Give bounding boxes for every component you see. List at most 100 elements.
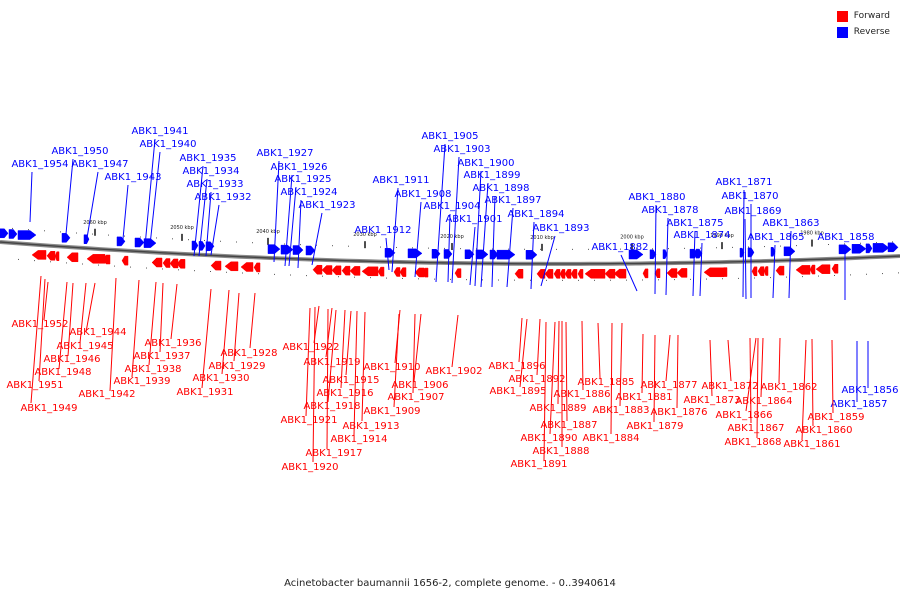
forward-gene-arrow[interactable] (831, 263, 839, 274)
reverse-gene-arrow[interactable] (662, 249, 668, 259)
forward-gene-label-abk1-1889[interactable]: ABK1_1889 (529, 403, 586, 414)
forward-gene-arrow[interactable] (757, 266, 765, 276)
reverse-gene-arrow[interactable] (770, 247, 776, 257)
forward-gene-arrow[interactable] (544, 269, 554, 279)
forward-gene-label-abk1-1919[interactable]: ABK1_1919 (303, 357, 360, 368)
forward-gene-label-abk1-1944[interactable]: ABK1_1944 (69, 327, 126, 338)
reverse-gene-label-abk1-1905[interactable]: ABK1_1905 (421, 131, 478, 142)
reverse-gene-arrow[interactable] (17, 230, 37, 240)
forward-gene-label-abk1-1942[interactable]: ABK1_1942 (78, 389, 135, 400)
forward-gene-arrow[interactable] (514, 268, 524, 279)
forward-gene-arrow[interactable] (121, 255, 129, 266)
forward-gene-label-abk1-1859[interactable]: ABK1_1859 (807, 412, 864, 423)
forward-gene-label-abk1-1936[interactable]: ABK1_1936 (144, 338, 201, 349)
forward-gene-label-abk1-1861[interactable]: ABK1_1861 (783, 439, 840, 450)
forward-gene-arrow[interactable] (570, 269, 578, 279)
forward-gene-label-abk1-1877[interactable]: ABK1_1877 (640, 380, 697, 391)
forward-gene-label-abk1-1930[interactable]: ABK1_1930 (192, 373, 249, 384)
forward-gene-label-abk1-1928[interactable]: ABK1_1928 (220, 348, 277, 359)
forward-gene-arrow[interactable] (666, 268, 678, 278)
forward-gene-label-abk1-1921[interactable]: ABK1_1921 (280, 415, 337, 426)
forward-gene-label-abk1-1938[interactable]: ABK1_1938 (124, 364, 181, 375)
forward-gene-label-abk1-1929[interactable]: ABK1_1929 (208, 361, 265, 372)
forward-gene-label-abk1-1915[interactable]: ABK1_1915 (322, 375, 379, 386)
forward-gene-arrow[interactable] (676, 268, 688, 278)
forward-gene-label-abk1-1907[interactable]: ABK1_1907 (387, 392, 444, 403)
forward-gene-arrow[interactable] (553, 269, 561, 279)
forward-gene-arrow[interactable] (312, 264, 323, 275)
reverse-gene-arrow[interactable] (443, 249, 453, 259)
reverse-gene-arrow[interactable] (496, 249, 516, 260)
forward-gene-arrow[interactable] (775, 265, 785, 276)
reverse-gene-arrow[interactable] (695, 248, 703, 259)
reverse-gene-label-abk1-1880[interactable]: ABK1_1880 (628, 192, 685, 203)
reverse-gene-label-abk1-1869[interactable]: ABK1_1869 (724, 206, 781, 217)
reverse-gene-label-abk1-1894[interactable]: ABK1_1894 (507, 209, 564, 220)
forward-gene-label-abk1-1937[interactable]: ABK1_1937 (133, 351, 190, 362)
reverse-gene-label-abk1-1943[interactable]: ABK1_1943 (104, 172, 161, 183)
reverse-gene-arrow[interactable] (525, 250, 538, 260)
reverse-gene-label-abk1-1934[interactable]: ABK1_1934 (182, 166, 239, 177)
forward-gene-label-abk1-1873[interactable]: ABK1_1873 (683, 395, 740, 406)
forward-gene-arrow[interactable] (66, 252, 79, 263)
forward-gene-label-abk1-1948[interactable]: ABK1_1948 (34, 367, 91, 378)
reverse-gene-arrow[interactable] (407, 248, 423, 259)
forward-gene-arrow[interactable] (763, 266, 769, 276)
reverse-gene-label-abk1-1924[interactable]: ABK1_1924 (280, 187, 337, 198)
forward-gene-arrow[interactable] (421, 267, 429, 278)
forward-gene-label-abk1-1883[interactable]: ABK1_1883 (592, 405, 649, 416)
forward-gene-label-abk1-1916[interactable]: ABK1_1916 (316, 388, 373, 399)
forward-gene-arrow[interactable] (584, 269, 606, 279)
forward-gene-label-abk1-1902[interactable]: ABK1_1902 (425, 366, 482, 377)
reverse-gene-label-abk1-1904[interactable]: ABK1_1904 (423, 201, 480, 212)
forward-gene-label-abk1-1946[interactable]: ABK1_1946 (43, 354, 100, 365)
reverse-gene-label-abk1-1870[interactable]: ABK1_1870 (721, 191, 778, 202)
forward-gene-label-abk1-1906[interactable]: ABK1_1906 (391, 380, 448, 391)
forward-gene-label-abk1-1891[interactable]: ABK1_1891 (510, 459, 567, 470)
reverse-gene-label-abk1-1899[interactable]: ABK1_1899 (463, 170, 520, 181)
forward-gene-label-abk1-1868[interactable]: ABK1_1868 (724, 437, 781, 448)
reverse-gene-label-abk1-1923[interactable]: ABK1_1923 (298, 200, 355, 211)
forward-gene-label-abk1-1887[interactable]: ABK1_1887 (540, 420, 597, 431)
forward-gene-arrow[interactable] (361, 266, 379, 277)
reverse-gene-arrow[interactable] (865, 243, 873, 254)
forward-gene-arrow[interactable] (399, 267, 407, 277)
reverse-gene-label-abk1-1882[interactable]: ABK1_1882 (591, 242, 648, 253)
forward-gene-label-abk1-1879[interactable]: ABK1_1879 (626, 421, 683, 432)
forward-gene-arrow[interactable] (102, 254, 111, 265)
forward-gene-arrow[interactable] (210, 260, 222, 271)
forward-gene-label-abk1-1888[interactable]: ABK1_1888 (532, 446, 589, 457)
reverse-gene-label-abk1-1940[interactable]: ABK1_1940 (139, 139, 196, 150)
reverse-gene-label-abk1-1863[interactable]: ABK1_1863 (762, 218, 819, 229)
reverse-gene-label-abk1-1927[interactable]: ABK1_1927 (256, 148, 313, 159)
reverse-gene-label-abk1-1858[interactable]: ABK1_1858 (817, 232, 874, 243)
reverse-gene-label-abk1-1900[interactable]: ABK1_1900 (457, 158, 514, 169)
forward-gene-arrow[interactable] (162, 258, 171, 268)
reverse-gene-label-abk1-1903[interactable]: ABK1_1903 (433, 144, 490, 155)
forward-gene-arrow[interactable] (613, 268, 627, 279)
forward-gene-arrow[interactable] (54, 251, 60, 261)
reverse-gene-arrow[interactable] (628, 249, 644, 260)
forward-gene-arrow[interactable] (720, 267, 728, 277)
reverse-gene-arrow[interactable] (134, 237, 145, 248)
forward-gene-arrow[interactable] (176, 259, 186, 269)
reverse-gene-arrow[interactable] (431, 249, 441, 259)
forward-gene-label-abk1-1860[interactable]: ABK1_1860 (795, 425, 852, 436)
forward-gene-arrow[interactable] (377, 266, 385, 277)
forward-gene-arrow[interactable] (559, 269, 566, 279)
reverse-gene-label-abk1-1857[interactable]: ABK1_1857 (830, 399, 887, 410)
forward-gene-arrow[interactable] (642, 268, 649, 279)
forward-gene-arrow[interactable] (815, 264, 831, 274)
forward-gene-label-abk1-1918[interactable]: ABK1_1918 (303, 401, 360, 412)
forward-gene-arrow[interactable] (224, 261, 239, 272)
reverse-gene-arrow[interactable] (872, 243, 890, 253)
forward-gene-arrow[interactable] (46, 251, 56, 261)
forward-gene-label-abk1-1949[interactable]: ABK1_1949 (20, 403, 77, 414)
reverse-gene-label-abk1-1871[interactable]: ABK1_1871 (715, 177, 772, 188)
forward-gene-label-abk1-1920[interactable]: ABK1_1920 (281, 462, 338, 473)
forward-gene-label-abk1-1872[interactable]: ABK1_1872 (701, 381, 758, 392)
forward-gene-label-abk1-1867[interactable]: ABK1_1867 (727, 423, 784, 434)
forward-gene-arrow[interactable] (751, 266, 758, 277)
reverse-gene-label-abk1-1911[interactable]: ABK1_1911 (372, 175, 429, 186)
